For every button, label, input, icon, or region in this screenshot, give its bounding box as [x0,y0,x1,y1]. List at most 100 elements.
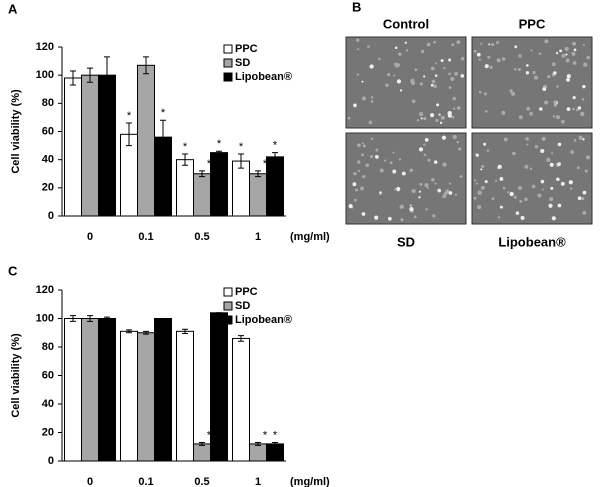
cell [399,204,404,209]
cell [370,96,374,99]
cell [502,186,506,190]
error-bar [104,316,110,321]
bar [98,74,116,217]
cell [409,207,414,212]
cell [369,64,374,69]
cell [553,71,557,75]
cell [456,140,459,144]
cell [423,143,426,146]
cell [440,115,445,120]
cell [361,142,365,145]
bar [64,318,82,462]
bar [64,77,82,217]
cell [362,144,366,148]
cell [396,79,402,84]
cell [580,111,585,117]
bar [249,443,267,462]
cell [443,67,446,70]
cell [549,197,554,202]
cell [411,188,416,194]
cell [361,96,366,101]
cell [553,100,557,105]
cell [394,188,397,191]
cell [524,197,528,202]
cell [362,175,366,179]
cell [442,162,447,167]
cell [427,158,431,162]
legend-swatch [223,72,233,82]
cell [499,177,504,181]
cell [401,171,406,176]
x-tick-label: 0.1 [138,231,153,243]
cell [375,148,379,152]
cell [432,214,436,218]
micrographs [345,36,593,225]
cell [572,96,576,100]
x-tick-label: 1 [255,231,261,243]
x-tick-label: 0 [87,476,93,487]
cell [451,43,455,47]
cell [480,42,483,45]
cell [423,75,426,78]
legend-swatch [223,301,233,311]
x-tick-label: 0.1 [138,476,153,487]
cell [507,191,510,194]
y-tick-label: 40 [42,154,54,166]
x-axis-label: (mg/ml) [290,476,330,487]
cell [518,54,522,58]
cell [525,137,529,141]
cell [433,40,436,44]
bar [120,330,138,462]
cell [437,188,442,193]
y-tick-label: 80 [42,97,54,109]
error-bar [255,441,261,446]
y-tick-label: 100 [36,69,54,81]
error-bar [126,122,132,147]
cell [582,138,585,141]
bar [193,173,211,217]
cell [448,191,453,195]
cell [547,74,551,79]
cell [375,155,379,159]
legend-swatch [223,44,233,54]
cell [551,216,556,221]
cell [513,195,517,199]
cell [399,89,403,92]
error-bar [143,56,149,75]
cell [434,62,437,65]
bar [176,159,194,217]
cell [557,203,562,208]
cell [569,187,573,190]
cell [583,62,588,67]
cell [481,164,485,169]
legend-label: PPC [235,286,258,298]
bar [154,318,172,462]
cell [416,119,420,122]
cell [499,205,503,209]
cell [356,73,360,76]
cell [526,64,529,67]
cell [568,180,573,185]
cell [519,199,523,203]
cell [525,71,530,75]
significance-mark: * [207,158,212,170]
y-axis-label: Cell viability (%) [10,89,22,174]
error-bar [238,335,244,342]
error-bar [199,170,205,178]
error-bar [255,170,261,178]
cell [577,106,582,110]
cell [385,83,389,87]
cell [517,68,521,71]
cell [370,155,374,159]
cell [360,186,364,191]
cell [582,84,586,89]
cell [534,75,539,80]
cell [539,107,543,111]
cell [395,65,398,68]
y-tick-label: 20 [42,426,54,438]
cell [418,147,424,152]
significance-mark: * [217,138,222,150]
legend-label: Lipobean® [235,71,292,83]
cell [514,45,518,49]
cell [581,196,585,201]
